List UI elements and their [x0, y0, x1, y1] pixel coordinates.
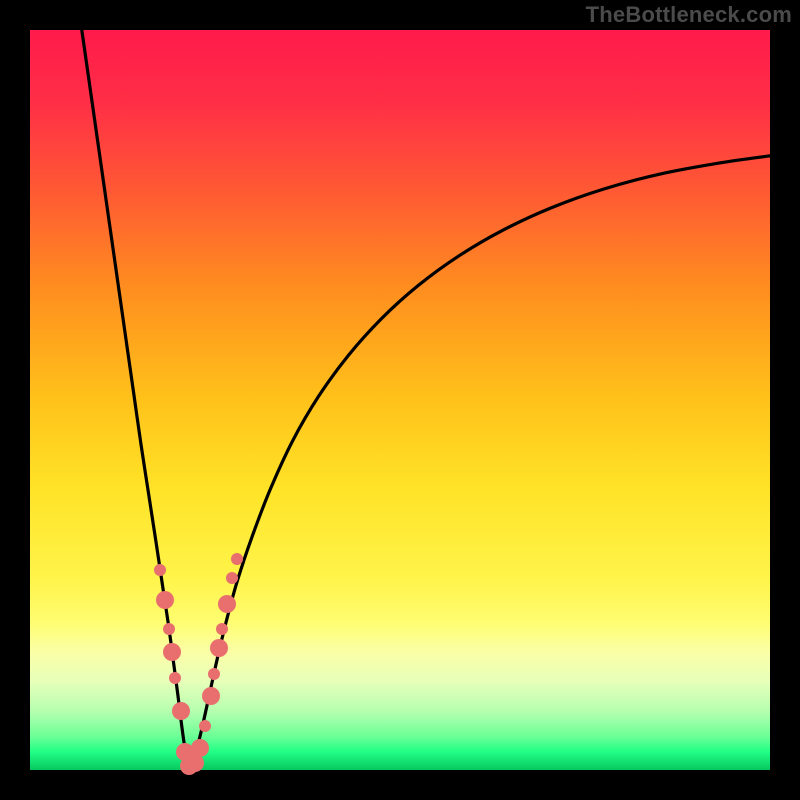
data-marker: [216, 623, 228, 635]
data-marker: [163, 623, 175, 635]
data-marker: [156, 591, 174, 609]
curve-path: [82, 30, 770, 770]
data-marker: [191, 739, 209, 757]
plot-area: [30, 30, 770, 770]
data-marker: [226, 572, 238, 584]
bottleneck-curve: [30, 30, 770, 770]
data-marker: [163, 643, 181, 661]
data-marker: [169, 672, 181, 684]
data-marker: [199, 720, 211, 732]
watermark-text: TheBottleneck.com: [586, 2, 792, 28]
data-marker: [231, 553, 243, 565]
data-marker: [202, 687, 220, 705]
data-marker: [210, 639, 228, 657]
data-marker: [172, 702, 190, 720]
data-marker: [154, 564, 166, 576]
data-marker: [208, 668, 220, 680]
data-marker: [218, 595, 236, 613]
chart-frame: [0, 0, 800, 800]
